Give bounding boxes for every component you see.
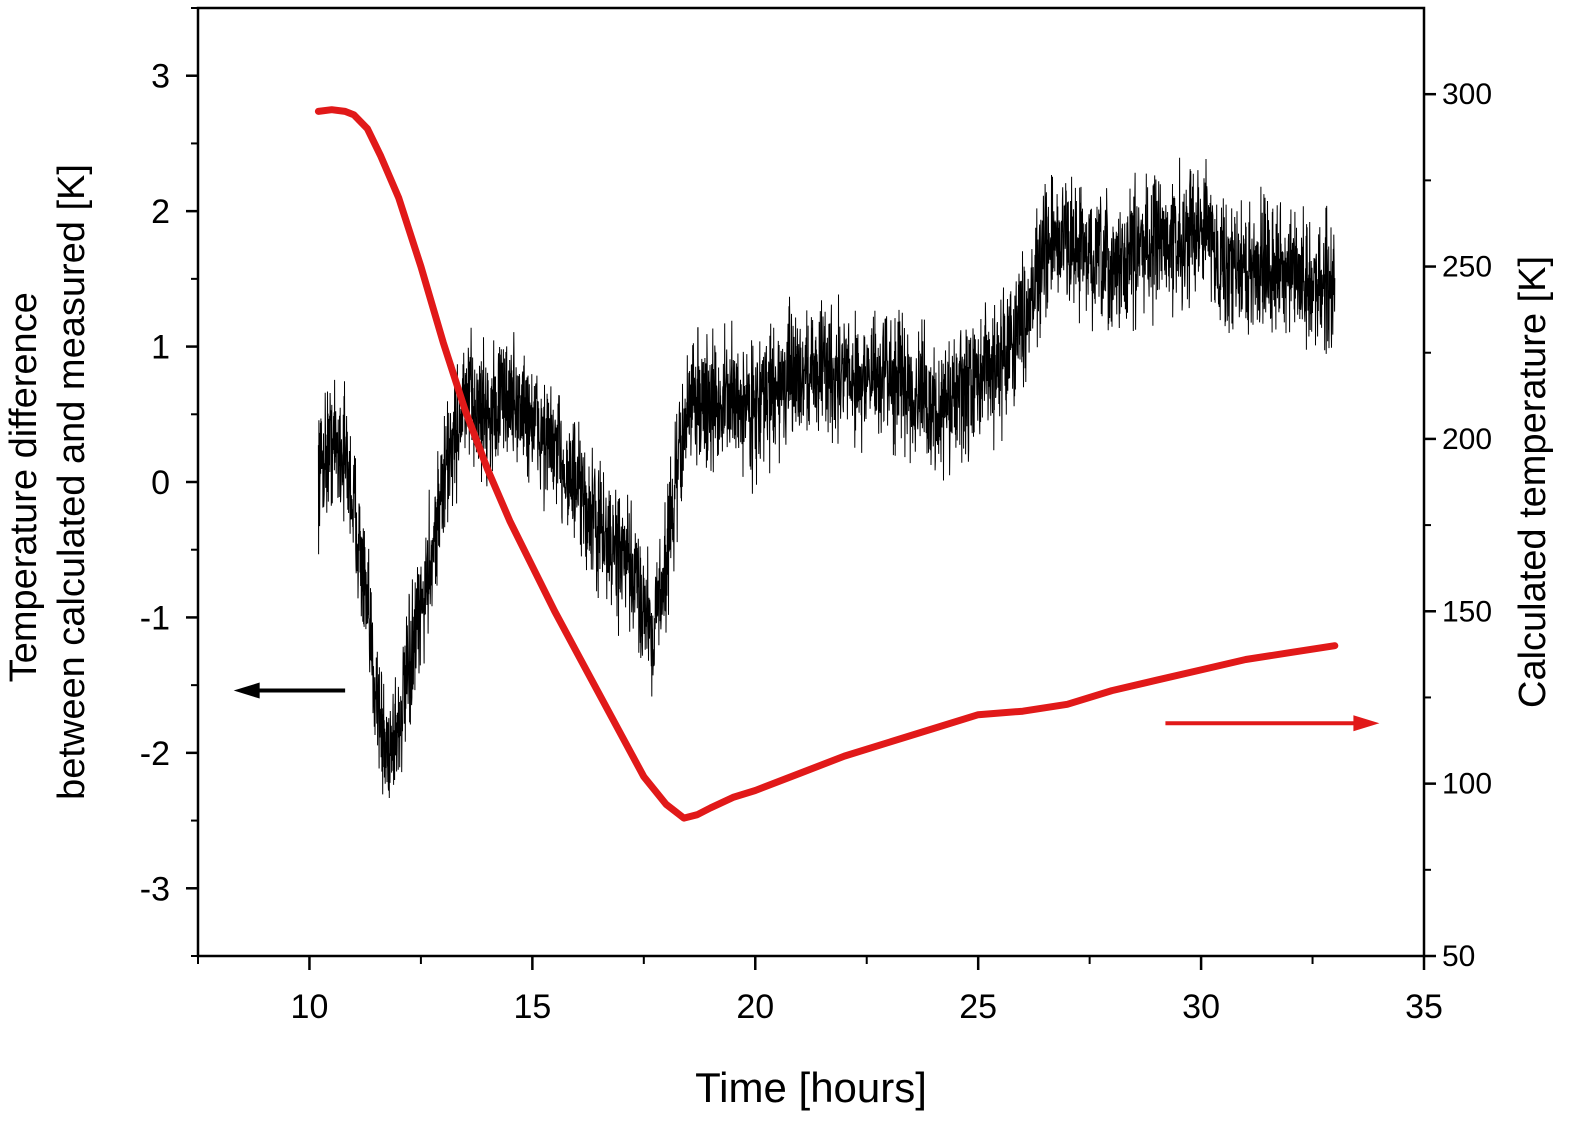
arrow-left <box>233 682 346 699</box>
x-tick-label-35: 35 <box>1405 988 1443 1026</box>
annotation-layer <box>233 682 1380 732</box>
y-left-tick-label--2: -2 <box>140 735 170 773</box>
y-right-axis-title: Calculated temperature [K] <box>1512 256 1554 708</box>
y-right-tick-label-50: 50 <box>1442 940 1475 973</box>
x-tick-label-10: 10 <box>291 988 329 1026</box>
x-axis-title: Time [hours] <box>695 1064 927 1111</box>
x-tick-label-20: 20 <box>736 988 774 1026</box>
series-0-line <box>317 157 1336 799</box>
y-right-tick-label-300: 300 <box>1442 78 1492 111</box>
x-tick-label-25: 25 <box>959 988 997 1026</box>
series-1-line <box>314 106 1339 822</box>
y-left-tick-label-2: 2 <box>151 193 170 231</box>
x-tick-label-30: 30 <box>1182 988 1220 1026</box>
y-left-axis-title: Temperature difference between calculate… <box>3 164 93 800</box>
y-left-axis-title-line-2: between calculated and measured [K] <box>51 164 93 800</box>
y-right-tick-label-200: 200 <box>1442 423 1492 456</box>
labels-layer: 10 15 20 25 30 35 -3 -2 -1 0 1 2 3 50 100 150 200 250 300 <box>140 58 1492 1026</box>
y-left-tick-label--3: -3 <box>140 870 170 908</box>
x-tick-label-15: 15 <box>513 988 551 1026</box>
y-left-axis-title-line-1: Temperature difference <box>3 292 45 682</box>
y-left-tick-label-1: 1 <box>151 329 170 367</box>
series-layer <box>314 106 1339 822</box>
y-right-tick-label-150: 150 <box>1442 595 1492 628</box>
y-right-tick-label-100: 100 <box>1442 768 1492 801</box>
y-left-tick-label-3: 3 <box>151 58 170 96</box>
y-left-tick-label--1: -1 <box>140 599 170 637</box>
plot-frame <box>196 6 1426 958</box>
y-right-tick-label-250: 250 <box>1442 251 1492 284</box>
arrow-right <box>1165 715 1380 732</box>
ticks-layer <box>186 7 1436 970</box>
y-left-tick-label-0: 0 <box>151 464 170 502</box>
